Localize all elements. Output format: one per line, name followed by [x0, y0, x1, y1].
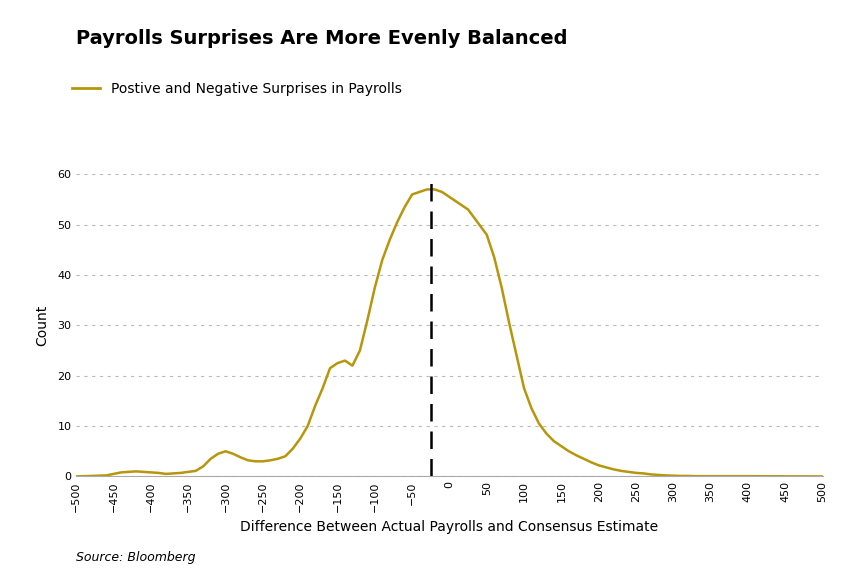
X-axis label: Difference Between Actual Payrolls and Consensus Estimate: Difference Between Actual Payrolls and C…: [240, 520, 659, 534]
Legend: Postive and Negative Surprises in Payrolls: Postive and Negative Surprises in Payrol…: [66, 77, 407, 102]
Text: Source: Bloomberg: Source: Bloomberg: [76, 551, 196, 564]
Y-axis label: Count: Count: [35, 305, 49, 346]
Text: Payrolls Surprises Are More Evenly Balanced: Payrolls Surprises Are More Evenly Balan…: [76, 29, 568, 48]
